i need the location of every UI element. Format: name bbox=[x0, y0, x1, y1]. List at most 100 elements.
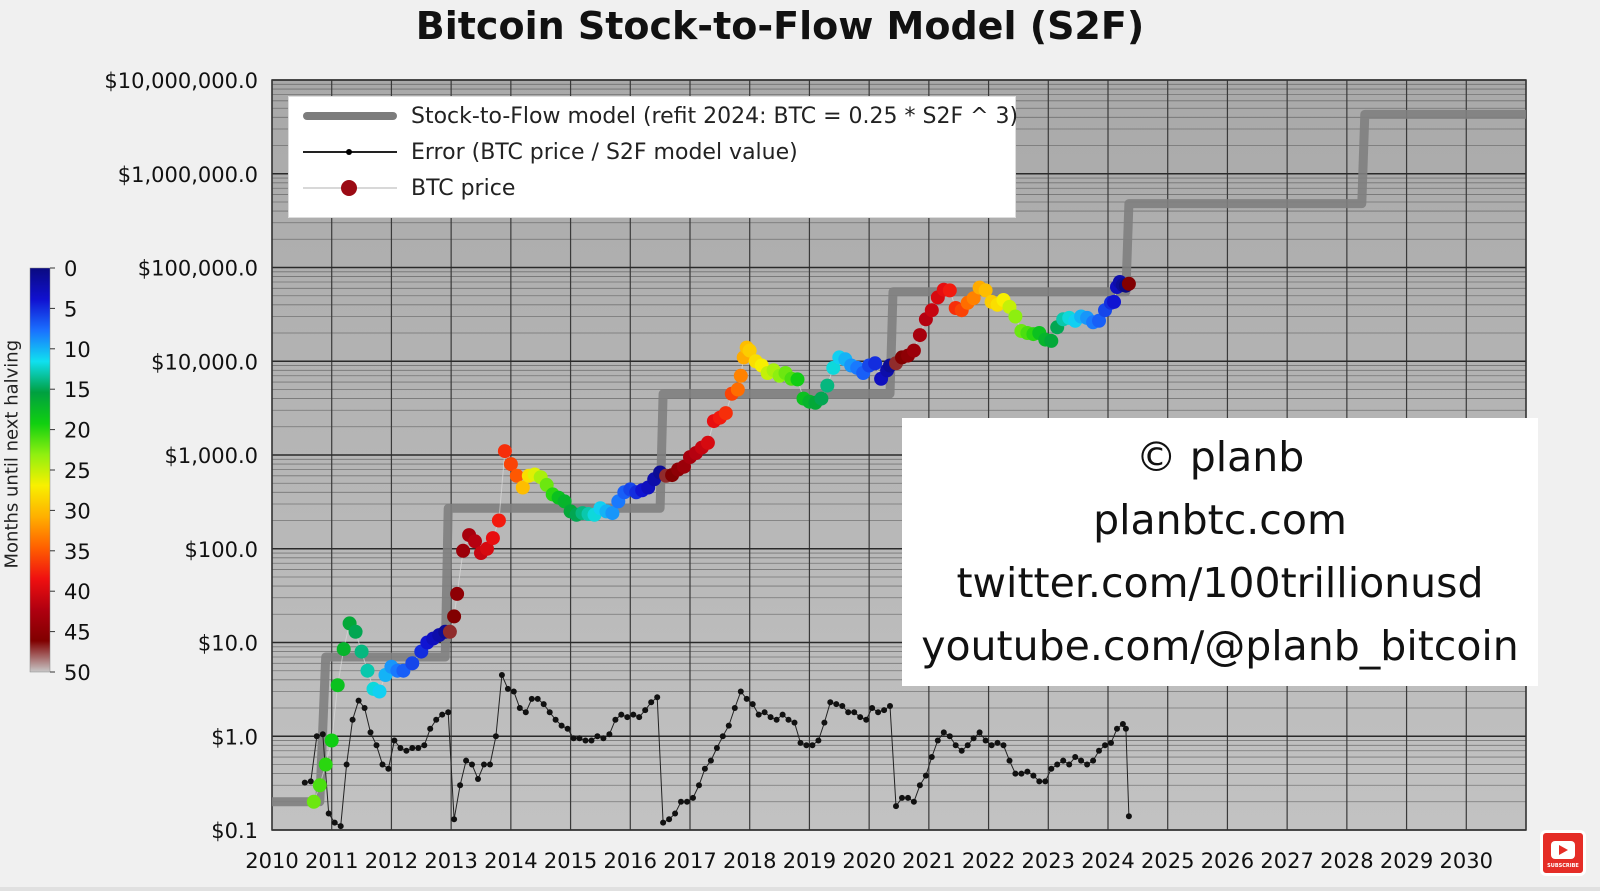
error-point bbox=[451, 816, 458, 823]
error-point bbox=[540, 701, 547, 708]
price-point bbox=[742, 343, 757, 358]
x-tick-label: 2028 bbox=[1320, 849, 1373, 873]
price-point bbox=[942, 283, 957, 298]
x-tick-label: 2019 bbox=[783, 849, 836, 873]
error-point bbox=[928, 754, 935, 760]
price-point bbox=[515, 480, 530, 495]
price-point bbox=[730, 382, 745, 397]
error-point bbox=[893, 803, 899, 810]
error-point bbox=[1078, 757, 1085, 764]
error-point bbox=[528, 695, 535, 702]
price-point bbox=[480, 541, 494, 556]
error-point bbox=[307, 778, 314, 785]
price-point bbox=[1008, 309, 1023, 324]
error-point bbox=[725, 722, 732, 729]
colorbar-tick-label: 30 bbox=[64, 499, 91, 523]
error-point bbox=[654, 694, 661, 701]
credit-youtube[interactable]: youtube.com/@planb_bitcoin bbox=[921, 622, 1519, 670]
legend-item-model: Stock-to-Flow model (refit 2024: BTC = 0… bbox=[299, 99, 1018, 133]
price-point bbox=[468, 534, 482, 549]
colorbar-tick-label: 35 bbox=[64, 540, 91, 564]
x-tick-label: 2012 bbox=[365, 849, 418, 873]
error-point bbox=[325, 810, 332, 817]
error-point bbox=[606, 731, 613, 738]
x-tick-label: 2023 bbox=[1022, 849, 1075, 873]
error-point bbox=[755, 711, 762, 718]
error-point bbox=[1060, 757, 1067, 764]
colorbar-tick-label: 45 bbox=[64, 621, 91, 645]
error-point bbox=[1114, 725, 1120, 732]
colorbar-title: Months until next halving bbox=[1, 339, 23, 569]
error-point bbox=[630, 711, 637, 718]
error-point bbox=[552, 716, 559, 723]
error-point bbox=[492, 733, 499, 740]
error-point bbox=[1006, 757, 1013, 764]
error-point bbox=[355, 697, 362, 704]
price-point bbox=[906, 343, 921, 358]
error-point bbox=[582, 737, 589, 744]
error-point bbox=[690, 794, 696, 801]
price-point bbox=[324, 733, 339, 748]
error-point bbox=[797, 739, 804, 746]
legend-item-price: BTC price bbox=[299, 171, 515, 205]
price-point bbox=[1044, 333, 1059, 348]
error-point bbox=[767, 714, 774, 721]
error-point bbox=[678, 798, 684, 805]
x-tick-label: 2026 bbox=[1201, 849, 1254, 873]
youtube-subscribe-button[interactable]: SUBSCRIBE bbox=[1540, 830, 1586, 876]
error-point bbox=[791, 719, 798, 726]
credit-twitter[interactable]: twitter.com/100trillionusd bbox=[956, 559, 1484, 607]
error-point bbox=[833, 701, 840, 708]
x-tick-label: 2016 bbox=[604, 849, 657, 873]
error-point bbox=[1119, 721, 1126, 727]
error-point bbox=[642, 707, 649, 714]
error-point bbox=[1018, 770, 1025, 777]
x-tick-label: 2025 bbox=[1141, 849, 1194, 873]
error-point bbox=[761, 709, 768, 716]
error-point bbox=[910, 798, 917, 805]
error-point bbox=[1012, 770, 1019, 777]
error-point bbox=[516, 705, 523, 711]
error-point bbox=[379, 761, 386, 768]
price-point bbox=[718, 406, 733, 421]
error-point bbox=[1024, 768, 1031, 775]
error-point bbox=[934, 737, 941, 744]
error-point bbox=[1066, 761, 1073, 768]
error-point bbox=[385, 765, 392, 772]
error-point bbox=[564, 725, 571, 732]
error-point bbox=[337, 823, 344, 830]
price-point bbox=[820, 378, 835, 393]
error-point bbox=[481, 761, 487, 768]
error-point bbox=[1036, 778, 1043, 785]
y-tick-label: $100,000.0 bbox=[138, 257, 258, 281]
error-point bbox=[570, 735, 577, 742]
error-point bbox=[672, 810, 679, 817]
error-point bbox=[349, 716, 356, 723]
price-point bbox=[605, 506, 620, 521]
error-point bbox=[875, 709, 882, 716]
error-point bbox=[958, 747, 965, 754]
x-tick-label: 2022 bbox=[962, 849, 1015, 873]
price-point bbox=[372, 684, 387, 699]
error-point bbox=[361, 705, 368, 711]
colorbar-tick-label: 20 bbox=[64, 419, 91, 443]
video-progress-bar[interactable] bbox=[0, 887, 1600, 891]
subscribe-label: SUBSCRIBE bbox=[1547, 863, 1579, 869]
x-tick-label: 2013 bbox=[424, 849, 477, 873]
error-point bbox=[636, 714, 643, 721]
error-point bbox=[397, 745, 404, 751]
error-point bbox=[815, 737, 822, 744]
colorbar bbox=[29, 267, 51, 673]
price-point bbox=[491, 513, 506, 528]
error-point bbox=[749, 701, 756, 708]
price-point bbox=[966, 291, 981, 306]
error-point bbox=[940, 729, 947, 736]
colorbar-tick-label: 40 bbox=[64, 580, 91, 604]
colorbar-tick-label: 0 bbox=[64, 257, 77, 281]
x-tick-label: 2030 bbox=[1440, 849, 1493, 873]
error-point bbox=[522, 709, 529, 716]
error-point bbox=[600, 735, 607, 742]
error-point bbox=[409, 745, 416, 751]
credit-website[interactable]: planbtc.com bbox=[1093, 496, 1347, 544]
